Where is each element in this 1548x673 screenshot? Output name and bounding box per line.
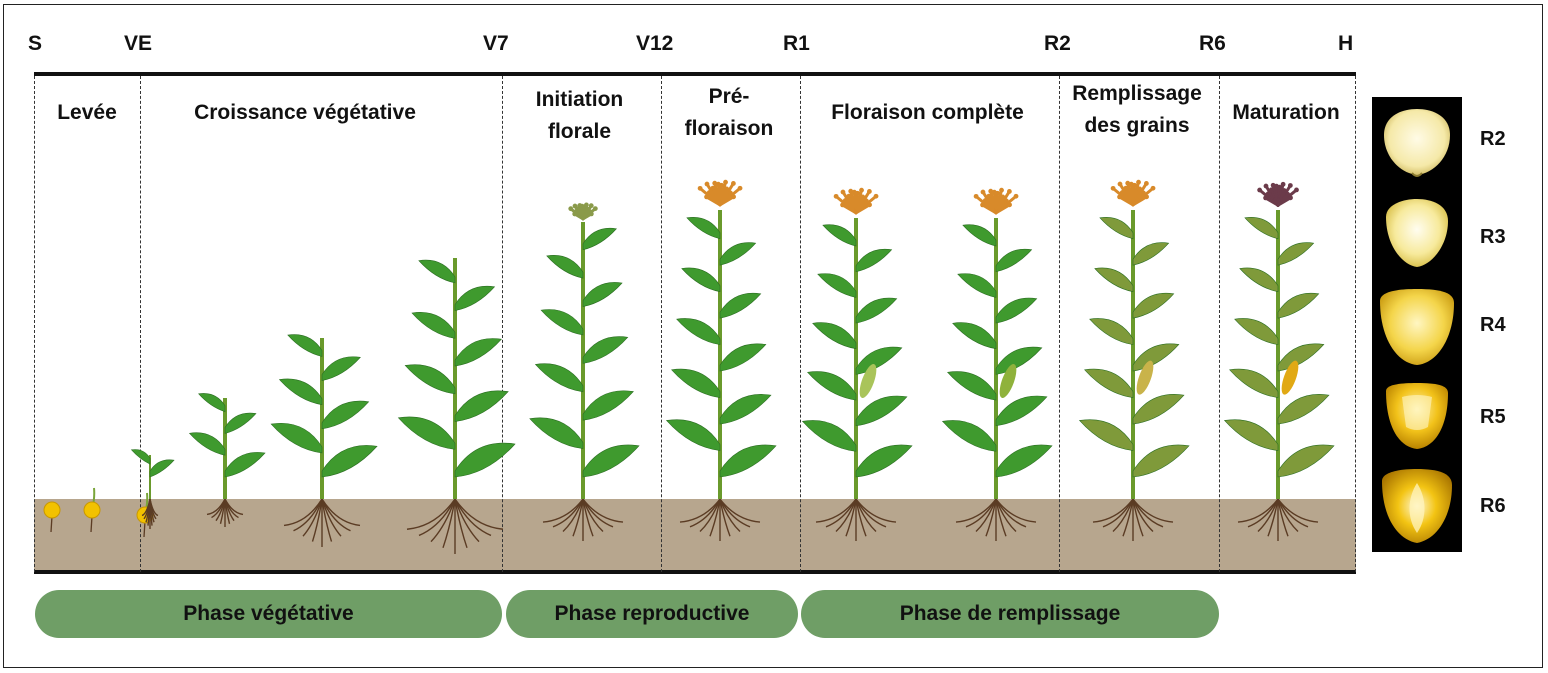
maize-seed xyxy=(43,501,61,533)
phase-remplissage-pill: Phase de remplissage xyxy=(801,590,1219,638)
kernel-label-r3: R3 xyxy=(1480,226,1506,248)
timeline-top-bar xyxy=(34,72,1356,76)
maize-plant xyxy=(270,334,378,547)
stage-code-v7: V7 xyxy=(483,32,509,55)
kernel-r6 xyxy=(1382,469,1452,543)
column-label-croissance-vegetative: Croissance végétative xyxy=(194,101,416,124)
column-divider xyxy=(1355,76,1356,572)
maize-plant xyxy=(941,187,1053,541)
column-label-pre-floraison: Pré- floraison xyxy=(684,85,774,140)
stage-code-r6: R6 xyxy=(1199,32,1226,55)
kernel-label-r6: R6 xyxy=(1480,495,1506,517)
kernel-label-r4: R4 xyxy=(1480,314,1506,336)
stage-code-h: H xyxy=(1338,32,1354,55)
maize-plant xyxy=(1078,179,1190,541)
stage-code-s: S xyxy=(28,32,43,55)
maize-plant xyxy=(665,179,777,541)
maize-plant xyxy=(130,449,175,529)
maize-plant xyxy=(397,258,516,554)
column-divider xyxy=(1059,76,1060,572)
column-label-floraison-complete: Floraison complète xyxy=(831,101,1024,124)
maize-plant xyxy=(1223,181,1335,541)
column-divider xyxy=(34,76,35,572)
column-label-initiation-florale: Initiation florale xyxy=(535,88,624,143)
phase-reproductive-pill: Phase reproductive xyxy=(506,590,798,638)
column-label-maturation: Maturation xyxy=(1232,101,1340,124)
kernel-label-r5: R5 xyxy=(1480,406,1506,428)
column-divider xyxy=(661,76,662,572)
stage-code-ve: VE xyxy=(124,32,153,55)
kernel-r2 xyxy=(1384,109,1450,177)
maize-plant xyxy=(529,202,640,541)
column-label-remplissage-des-grains: Remplissage des grains xyxy=(1072,82,1202,137)
stage-code-r2: R2 xyxy=(1044,32,1071,55)
kernel-r4 xyxy=(1380,289,1454,365)
stage-code-r1: R1 xyxy=(783,32,810,55)
kernel-r3 xyxy=(1386,199,1448,267)
column-divider xyxy=(1219,76,1220,572)
maize-plant xyxy=(188,393,266,527)
timeline-bottom-bar xyxy=(34,570,1356,574)
kernel-label-r2: R2 xyxy=(1480,128,1506,150)
kernel-panel xyxy=(1372,97,1462,552)
column-divider xyxy=(502,76,503,572)
phase-vegetative-pill: Phase végétative xyxy=(35,590,502,638)
kernel-r5 xyxy=(1386,383,1448,449)
column-label-levee: Levée xyxy=(57,101,117,124)
maize-seed xyxy=(83,487,101,533)
maize-plant xyxy=(801,187,913,541)
column-divider xyxy=(140,76,141,572)
figure-frame xyxy=(3,4,1543,668)
stage-code-v12: V12 xyxy=(636,32,674,55)
column-divider xyxy=(800,76,801,572)
